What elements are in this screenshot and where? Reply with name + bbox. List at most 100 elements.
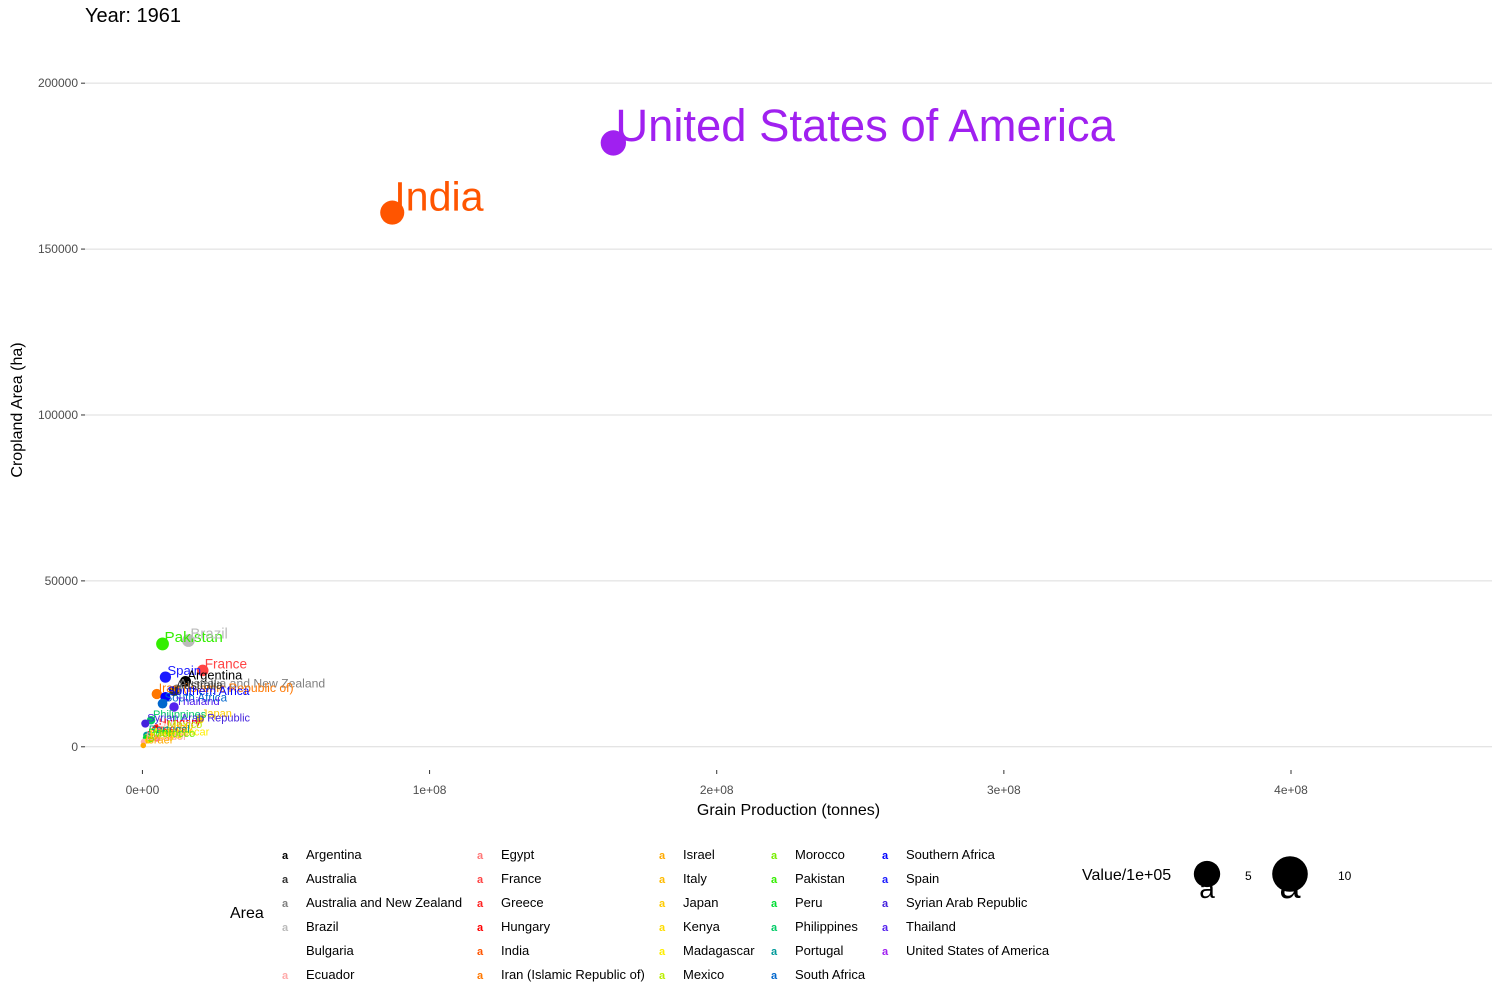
y-tick-label: 200000 [38, 76, 78, 90]
legend-item-label: Greece [501, 895, 544, 910]
year-title: Year: 1961 [85, 5, 182, 27]
legend-item-label: India [501, 943, 530, 958]
legend-item-label: Israel [683, 847, 715, 862]
point-label: Argentina [188, 667, 244, 682]
legend-item-label: Philippines [795, 919, 858, 934]
legend-key-icon: a [477, 922, 484, 934]
legend-item-label: France [501, 871, 541, 886]
point-japan [195, 714, 205, 724]
point-label: South Africa [165, 692, 228, 705]
legend-key-icon: a [282, 922, 289, 934]
point-united-states-of-america [600, 130, 627, 156]
y-tick-label: 150000 [38, 242, 78, 256]
x-tick-label: 0e+00 [126, 783, 160, 797]
legend-size-title: Value/1e+05 [1082, 867, 1172, 884]
legend-key-icon: a [282, 898, 289, 910]
point-label: Spain [167, 663, 201, 678]
legend-key-icon: a [771, 850, 778, 862]
point-label: Italy [173, 722, 194, 734]
legend-key-icon: a [477, 850, 484, 862]
point-thailand [169, 702, 179, 712]
x-axis-title: Grain Production (tonnes) [697, 802, 880, 819]
legend-item-label: Morocco [795, 847, 845, 862]
legend-key-icon: a [659, 898, 666, 910]
legend-item-label: Kenya [683, 919, 721, 934]
point-syrian-arab-republic [141, 719, 150, 728]
y-tick-label: 100000 [38, 408, 78, 422]
point-label: Thailand [176, 696, 220, 708]
legend-key-icon: a [659, 874, 666, 886]
point-label: Morocco [153, 728, 195, 740]
point-bulgaria [151, 727, 160, 736]
legend-item-label: Japan [683, 895, 718, 910]
legend-item-label: Syrian Arab Republic [906, 895, 1028, 910]
legend-key-icon: a [771, 946, 778, 958]
legend-item-label: Australia [306, 871, 357, 886]
legend-item-label: Mexico [683, 967, 724, 982]
legend-key-icon: a [477, 874, 484, 886]
legend-key-icon: a [771, 874, 778, 886]
point-india [380, 200, 405, 225]
size-legend-label: 10 [1338, 869, 1352, 883]
point-label: Philippines [153, 709, 207, 721]
point-label: Greece [152, 723, 188, 735]
legend-key-icon: a [282, 946, 289, 958]
legend-key-icon: a [771, 970, 778, 982]
point-label: Madagascar [149, 726, 210, 738]
y-axis-title: Cropland Area (ha) [9, 342, 26, 477]
point-label: France [205, 656, 247, 671]
point-label: Hungary [159, 717, 201, 729]
legend-item-label: Australia and New Zealand [306, 895, 462, 910]
point-label: Israel [145, 734, 172, 746]
point-egypt [153, 734, 161, 742]
legend-item-label: Bulgaria [306, 943, 354, 958]
legend-item-label: United States of America [906, 943, 1050, 958]
x-tick-label: 2e+08 [700, 783, 734, 797]
legend-item-label: Brazil [306, 919, 339, 934]
legend-item-label: Hungary [501, 919, 551, 934]
legend-item-label: Egypt [501, 847, 535, 862]
legend-key-icon: a [882, 850, 889, 862]
size-legend-label: 5 [1245, 869, 1252, 883]
size-legend-key [1272, 856, 1308, 892]
legend-area-title: Area [230, 905, 264, 922]
point-label: Iran (Islamic Republic of) [159, 681, 294, 695]
point-australia [168, 685, 180, 697]
x-tick-label: 3e+08 [987, 783, 1021, 797]
size-legend-key [1193, 860, 1221, 888]
point-label: Australia [176, 678, 223, 692]
size-legend-glyph: a [1279, 865, 1301, 907]
x-tick-label: 1e+08 [413, 783, 447, 797]
point-label: Syrian Arab Republic [147, 713, 250, 725]
legend-key-icon: a [282, 874, 289, 886]
point-iran-islamic-republic-of- [151, 688, 162, 700]
point-pakistan [156, 637, 169, 651]
point-south-africa [157, 698, 168, 709]
legend-key-icon: a [477, 946, 484, 958]
legend-key-icon: a [477, 898, 484, 910]
legend-key-icon: a [659, 850, 666, 862]
point-label: Egypt [159, 727, 187, 739]
point-label: Pakistan [165, 629, 223, 646]
point-brazil [182, 634, 195, 647]
legend-item-label: Pakistan [795, 871, 845, 886]
point-morocco [147, 736, 155, 743]
legend-key-icon: a [771, 898, 778, 910]
legend-item-label: Peru [795, 895, 822, 910]
point-italy [167, 729, 175, 737]
legend-item-label: Iran (Islamic Republic of) [501, 967, 645, 982]
point-label: Southern Africa [167, 684, 249, 698]
point-label: Bulgaria [157, 721, 198, 733]
legend-item-label: Thailand [906, 919, 956, 934]
legend-key-icon: a [659, 970, 666, 982]
point-argentina [180, 675, 191, 687]
point-mexico [161, 726, 170, 734]
legend-key-icon: a [659, 946, 666, 958]
legend-key-icon: a [477, 970, 484, 982]
y-tick-label: 50000 [45, 574, 79, 588]
point-label: Portugal [149, 724, 190, 736]
point-label: United States of America [615, 100, 1115, 151]
point-label: Mexico [167, 719, 202, 731]
y-tick-label: 0 [71, 740, 78, 754]
